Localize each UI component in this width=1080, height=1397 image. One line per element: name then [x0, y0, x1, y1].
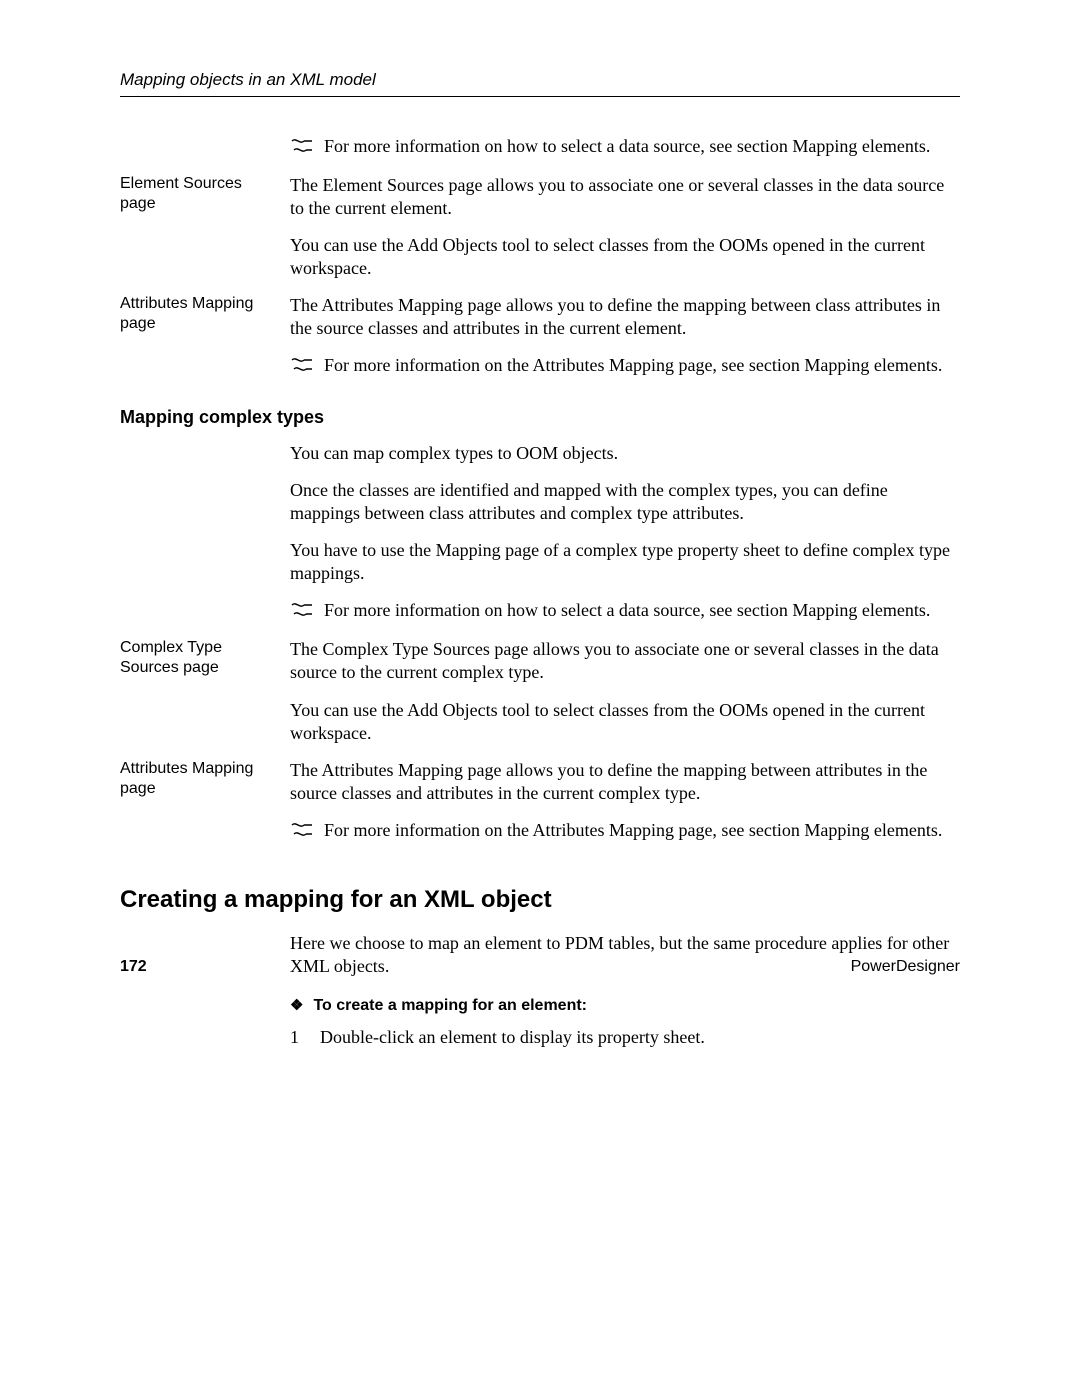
body-complex-intro: You can map complex types to OOM objects… — [290, 442, 960, 624]
side-label-complex-sources: Complex Type Sources page — [120, 638, 290, 678]
note-text: For more information on the Attributes M… — [324, 354, 960, 377]
body-complex-sources: The Complex Type Sources page allows you… — [290, 638, 960, 744]
note-text: For more information on the Attributes M… — [324, 819, 960, 842]
paragraph: You can use the Add Objects tool to sele… — [290, 234, 960, 280]
row-element-sources: Element Sources page The Element Sources… — [120, 174, 960, 280]
body-element-sources: The Element Sources page allows you to a… — [290, 174, 960, 280]
note-data-source: For more information on how to select a … — [290, 135, 960, 160]
side-label-attr-mapping: Attributes Mapping page — [120, 294, 290, 334]
product-name: PowerDesigner — [851, 958, 960, 976]
paragraph: You can use the Add Objects tool to sele… — [290, 699, 960, 745]
step-text: Double-click an element to display its p… — [320, 1026, 705, 1049]
bookmark-icon — [290, 821, 314, 844]
note-attr-mapping: For more information on the Attributes M… — [290, 354, 960, 379]
bookmark-icon — [290, 601, 314, 624]
procedure-step: 1 Double-click an element to display its… — [290, 1026, 960, 1049]
page-footer: 172 PowerDesigner — [120, 958, 960, 976]
body-creating-intro: Here we choose to map an element to PDM … — [290, 932, 960, 1050]
paragraph: Once the classes are identified and mapp… — [290, 479, 960, 525]
note-attr-mapping-2: For more information on the Attributes M… — [290, 819, 960, 844]
bookmark-icon — [290, 137, 314, 160]
paragraph: The Attributes Mapping page allows you t… — [290, 294, 960, 340]
row-note-data-source: For more information on how to select a … — [120, 135, 960, 160]
note-text: For more information on how to select a … — [324, 135, 960, 158]
page-number: 172 — [120, 958, 147, 976]
row-attr-mapping-1: Attributes Mapping page The Attributes M… — [120, 294, 960, 379]
page: Mapping objects in an XML model For more… — [0, 0, 1080, 1397]
row-attr-mapping-2: Attributes Mapping page The Attributes M… — [120, 759, 960, 844]
procedure-title-text: To create a mapping for an element: — [313, 996, 587, 1016]
side-label-element-sources: Element Sources page — [120, 174, 290, 214]
step-number: 1 — [290, 1026, 320, 1049]
body-attr-mapping-2: The Attributes Mapping page allows you t… — [290, 759, 960, 844]
diamond-bullet-icon: ❖ — [290, 996, 303, 1016]
side-label-attr-mapping-2: Attributes Mapping page — [120, 759, 290, 799]
paragraph: The Attributes Mapping page allows you t… — [290, 759, 960, 805]
paragraph: You can map complex types to OOM objects… — [290, 442, 960, 465]
note-text: For more information on how to select a … — [324, 599, 960, 622]
heading-mapping-complex-types: Mapping complex types — [120, 407, 960, 428]
body-attr-mapping-1: The Attributes Mapping page allows you t… — [290, 294, 960, 379]
heading-creating-mapping: Creating a mapping for an XML object — [120, 886, 960, 914]
row-complex-intro: You can map complex types to OOM objects… — [120, 442, 960, 624]
procedure-title: ❖ To create a mapping for an element: — [290, 996, 960, 1016]
paragraph: The Element Sources page allows you to a… — [290, 174, 960, 220]
running-header: Mapping objects in an XML model — [120, 70, 960, 97]
row-complex-sources: Complex Type Sources page The Complex Ty… — [120, 638, 960, 744]
bookmark-icon — [290, 356, 314, 379]
paragraph: The Complex Type Sources page allows you… — [290, 638, 960, 684]
row-creating-intro: Here we choose to map an element to PDM … — [120, 932, 960, 1050]
paragraph: You have to use the Mapping page of a co… — [290, 539, 960, 585]
note-data-source-2: For more information on how to select a … — [290, 599, 960, 624]
